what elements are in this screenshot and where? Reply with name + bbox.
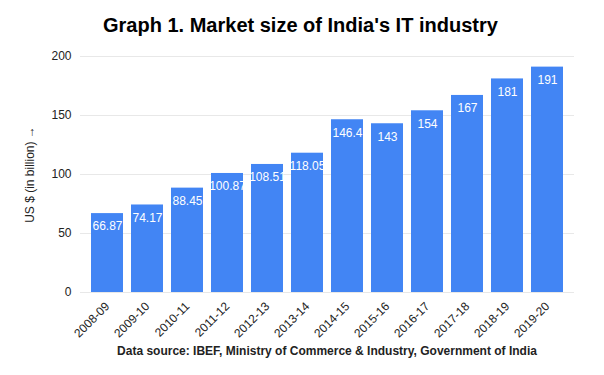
svg-text:2019-20: 2019-20 xyxy=(511,299,552,340)
svg-text:191: 191 xyxy=(537,73,557,87)
svg-text:US $ (in billion) →: US $ (in billion) → xyxy=(23,126,37,223)
svg-text:154: 154 xyxy=(417,117,437,131)
svg-text:2013-14: 2013-14 xyxy=(271,299,312,340)
svg-text:150: 150 xyxy=(51,108,71,122)
svg-text:200: 200 xyxy=(51,49,71,63)
svg-text:2012-13: 2012-13 xyxy=(231,299,272,340)
svg-text:2009-10: 2009-10 xyxy=(111,299,152,340)
svg-text:146.4: 146.4 xyxy=(332,126,362,140)
svg-text:2008-09: 2008-09 xyxy=(71,299,112,340)
svg-text:100: 100 xyxy=(51,167,71,181)
svg-text:143: 143 xyxy=(377,130,397,144)
svg-text:2014-15: 2014-15 xyxy=(311,299,352,340)
svg-text:2016-17: 2016-17 xyxy=(391,299,432,340)
svg-text:2017-18: 2017-18 xyxy=(431,299,472,340)
svg-text:2018-19: 2018-19 xyxy=(471,299,512,340)
html-text:Graph 1. Market size of India': Graph 1. Market size of India's IT indus… xyxy=(103,14,498,36)
svg-text:2015-16: 2015-16 xyxy=(351,299,392,340)
svg-text:88.45: 88.45 xyxy=(172,194,202,208)
svg-text:2011-12: 2011-12 xyxy=(192,299,233,340)
svg-text:0: 0 xyxy=(65,285,72,299)
svg-text:2010-11: 2010-11 xyxy=(152,299,193,340)
html-text:Data source: IBEF, Ministry of: Data source: IBEF, Ministry of Commerce … xyxy=(117,344,537,358)
svg-text:66.87: 66.87 xyxy=(92,219,122,233)
svg-text:100.87: 100.87 xyxy=(209,179,246,193)
svg-text:50: 50 xyxy=(58,226,72,240)
svg-text:167: 167 xyxy=(457,101,477,115)
svg-text:108.51: 108.51 xyxy=(249,170,286,184)
svg-text:181: 181 xyxy=(497,85,517,99)
svg-text:118.05: 118.05 xyxy=(290,159,326,173)
svg-text:74.17: 74.17 xyxy=(132,211,162,225)
